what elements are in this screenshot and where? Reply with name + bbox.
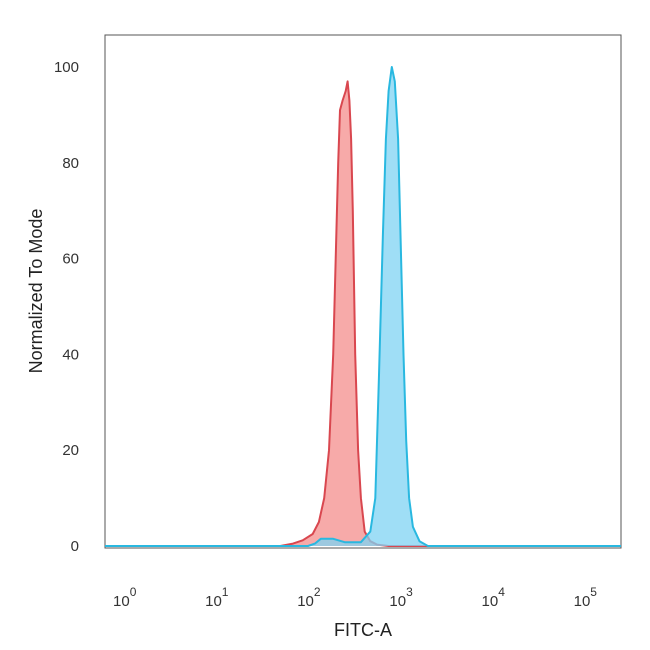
y-tick-label: 100 [54,59,79,76]
y-tick-labels: 0 20 40 60 80 100 [54,59,79,555]
y-tick-label: 40 [62,346,79,363]
y-tick-label: 80 [62,155,79,172]
x-tick-label: 103 [389,585,413,610]
x-tick-label: 104 [482,585,506,610]
series-2-line [105,66,621,547]
x-tick-label: 105 [574,585,598,610]
series-1-line [105,80,621,547]
y-tick-label: 60 [62,251,79,268]
x-axis-label: FITC-A [334,620,392,640]
x-tick-label: 100 [113,585,137,610]
y-axis-label: Normalized To Mode [26,209,46,374]
x-tick-labels: 100 101 102 103 104 105 [113,585,597,610]
x-tick-label: 101 [205,585,229,610]
y-tick-label: 0 [71,538,79,555]
series-layer [105,66,621,547]
x-tick-label: 102 [297,585,321,610]
y-tick-label: 20 [62,442,79,459]
plot-frame [104,34,622,549]
